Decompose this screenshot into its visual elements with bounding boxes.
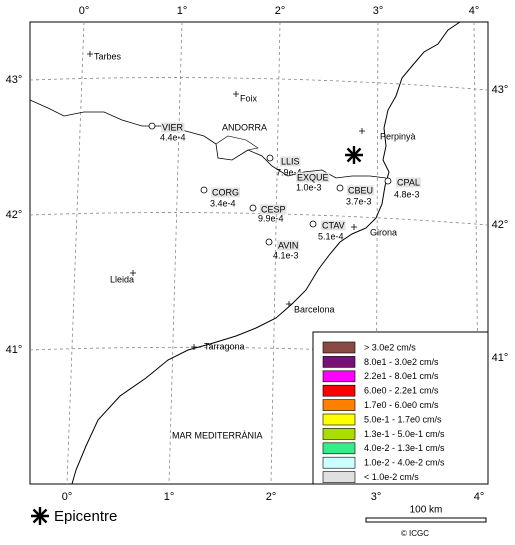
- top-lon-label: 3°: [373, 5, 384, 17]
- station-value: 1.0e-3: [296, 182, 322, 192]
- top-lon-label: 2°: [275, 5, 286, 17]
- place-label: ANDORRA: [222, 122, 267, 132]
- right-lat-label: 41°: [492, 352, 509, 364]
- legend-swatch: [322, 341, 356, 354]
- epicentre-marker: [345, 146, 363, 164]
- credit: © ICGC: [401, 529, 429, 538]
- place-marker: [286, 301, 292, 307]
- legend-label: 6.0e0 - 2.2e1 cm/s: [364, 386, 439, 396]
- station-code: CTAV: [322, 220, 345, 230]
- legend-swatch: [322, 442, 356, 455]
- andorra-border: [215, 135, 259, 151]
- station-code: CBEU: [348, 185, 373, 195]
- parallels: [29, 77, 489, 359]
- legend-swatch: [322, 456, 356, 469]
- place-label: Tarbes: [94, 51, 122, 61]
- right-lat-label: 42°: [492, 219, 509, 231]
- bottom-lon-label: 1°: [164, 491, 175, 503]
- place-label: Lleida: [110, 274, 134, 284]
- station-marker: [336, 184, 344, 192]
- left-lat-label: 42°: [6, 209, 23, 221]
- station-value: 3.4e-4: [210, 198, 236, 208]
- station-code-bg: [277, 240, 300, 251]
- station-code: CESP: [261, 204, 286, 214]
- bottom-lon-label: 4°: [474, 491, 485, 503]
- station-code: AVIN: [278, 240, 298, 250]
- legend-label: 1.0e-2 - 4.0e-2 cm/s: [364, 458, 445, 468]
- place-label: Perpinyà: [380, 131, 416, 141]
- station-code-bg: [260, 204, 287, 215]
- station-code: LLIS: [281, 156, 300, 166]
- top-lon-label: 1°: [177, 5, 188, 17]
- epicentre-label: Epicentre: [54, 508, 117, 525]
- place-marker: [359, 128, 365, 134]
- station-marker: [200, 186, 208, 194]
- station-value: 4.4e-4: [160, 132, 186, 142]
- legend-swatch: [322, 356, 356, 368]
- scale-label: 100 km: [410, 505, 443, 516]
- legend-label: 1.7e0 - 6.0e0 cm/s: [364, 400, 439, 410]
- place-label: Barcelona: [294, 304, 335, 314]
- place-label: Tarragona: [204, 341, 245, 351]
- station-code-bg: [347, 185, 375, 196]
- place-marker: [191, 344, 197, 350]
- station-value: 5.1e-4: [318, 231, 344, 241]
- station-value: 7.9e-4: [276, 167, 302, 177]
- legend-swatch: [322, 384, 356, 397]
- place-marker: [233, 91, 239, 97]
- station-code-bg: [396, 177, 421, 188]
- station-code: CORG: [212, 187, 239, 197]
- station-code-bg: [296, 172, 330, 183]
- place-marker: [130, 270, 136, 276]
- station-code-bg: [321, 220, 346, 231]
- station-code: CPAL: [397, 177, 420, 187]
- legend-label: 1.3e-1 - 5.0e-1 cm/s: [364, 429, 445, 439]
- station-marker: [266, 154, 274, 162]
- legend-swatch: [322, 370, 356, 383]
- legend-label: < 1.0e-2 cm/s: [364, 472, 419, 482]
- legend-swatch: [322, 471, 356, 483]
- station-value: 9.9e-4: [258, 213, 284, 223]
- coastline: [71, 21, 461, 485]
- top-lon-label: 4°: [469, 5, 480, 17]
- station-marker: [309, 220, 317, 228]
- legend-label: 4.0e-2 - 1.3e-1 cm/s: [364, 443, 445, 453]
- station-code-bg: [211, 187, 240, 198]
- epicentre-key-marker: [31, 507, 49, 525]
- legend-label: 8.0e1 - 3.0e2 cm/s: [364, 357, 439, 367]
- legend-label: 5.0e-1 - 1.7e0 cm/s: [364, 414, 442, 424]
- legend-swatch: [322, 399, 356, 411]
- station-code-bg: [280, 156, 301, 167]
- scale-bar: [365, 517, 487, 523]
- station-code: VIER: [162, 122, 184, 132]
- station-marker: [148, 122, 156, 130]
- station-value: 4.8e-3: [394, 189, 420, 199]
- station-marker: [265, 238, 273, 246]
- station-marker: [384, 177, 392, 185]
- station-marker: [249, 204, 257, 212]
- place-label: Girona: [370, 227, 397, 237]
- bottom-lon-label: 3°: [371, 491, 382, 503]
- place-label: MAR MEDITERRÀNIA: [172, 430, 263, 440]
- right-lat-label: 43°: [492, 84, 509, 96]
- left-lat-label: 41°: [6, 344, 23, 356]
- station-code-bg: [161, 122, 185, 133]
- legend-label: 2.2e1 - 8.0e1 cm/s: [364, 371, 439, 381]
- place-label: Foix: [240, 93, 258, 103]
- station-value: 3.7e-3: [346, 196, 372, 206]
- graticule: [29, 21, 489, 485]
- bottom-lon-label: 0°: [62, 491, 73, 503]
- place-marker: [351, 224, 357, 230]
- station-value: 4.1e-3: [273, 250, 299, 260]
- place-marker: [87, 51, 93, 57]
- legend-swatch: [322, 413, 356, 426]
- legend-label: > 3.0e2 cm/s: [364, 342, 416, 352]
- legend-swatch: [322, 428, 356, 440]
- bottom-lon-label: 2°: [266, 491, 277, 503]
- left-lat-label: 43°: [6, 74, 23, 86]
- station-code: EXQUE: [297, 172, 329, 182]
- top-lon-label: 0°: [79, 5, 90, 17]
